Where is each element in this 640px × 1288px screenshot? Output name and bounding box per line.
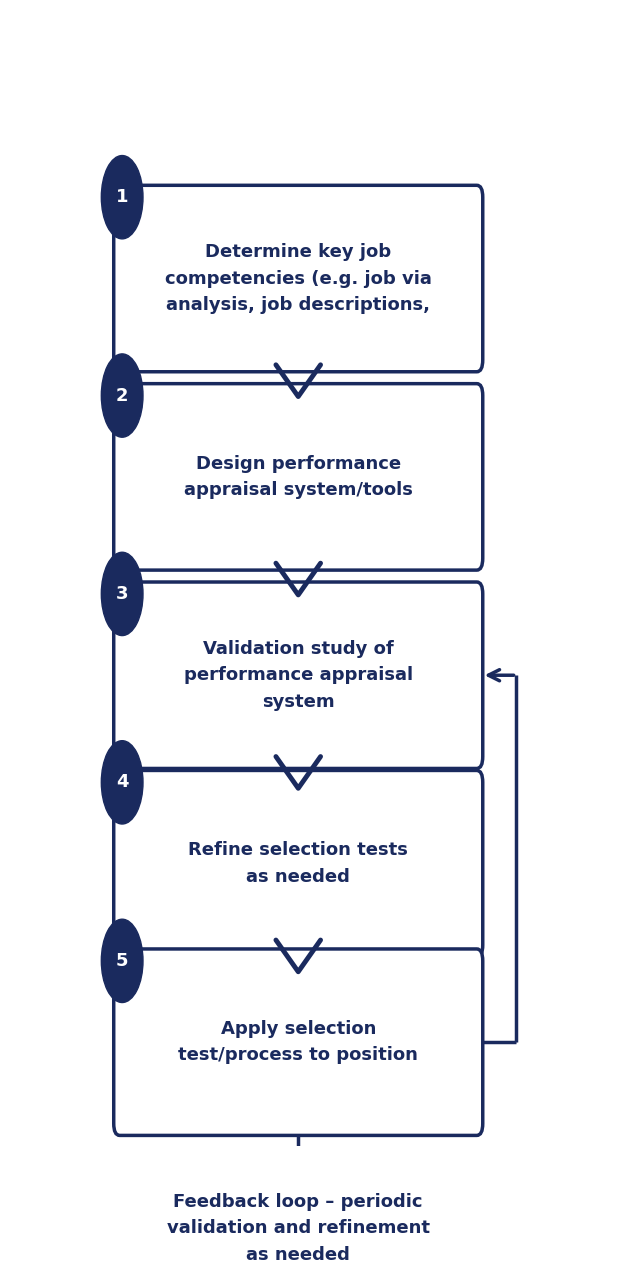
FancyBboxPatch shape: [114, 949, 483, 1136]
Circle shape: [101, 553, 143, 635]
FancyBboxPatch shape: [114, 582, 483, 769]
FancyBboxPatch shape: [114, 770, 483, 957]
Circle shape: [101, 156, 143, 238]
FancyBboxPatch shape: [114, 384, 483, 571]
Circle shape: [101, 741, 143, 824]
Text: Feedback loop – periodic
validation and refinement
as needed: Feedback loop – periodic validation and …: [167, 1193, 429, 1264]
Text: Refine selection tests
as needed: Refine selection tests as needed: [188, 841, 408, 886]
Text: 4: 4: [116, 773, 129, 791]
Text: 1: 1: [116, 188, 129, 206]
Text: 5: 5: [116, 952, 129, 970]
Text: Apply selection
test/process to position: Apply selection test/process to position: [179, 1020, 418, 1064]
Text: 3: 3: [116, 585, 129, 603]
Circle shape: [101, 354, 143, 437]
Text: Determine key job
competencies (e.g. job via
analysis, job descriptions,: Determine key job competencies (e.g. job…: [165, 243, 431, 314]
Circle shape: [101, 920, 143, 1002]
Text: Design performance
appraisal system/tools: Design performance appraisal system/tool…: [184, 455, 413, 498]
FancyBboxPatch shape: [114, 185, 483, 372]
Text: 2: 2: [116, 386, 129, 404]
Text: Validation study of
performance appraisal
system: Validation study of performance appraisa…: [184, 640, 413, 711]
